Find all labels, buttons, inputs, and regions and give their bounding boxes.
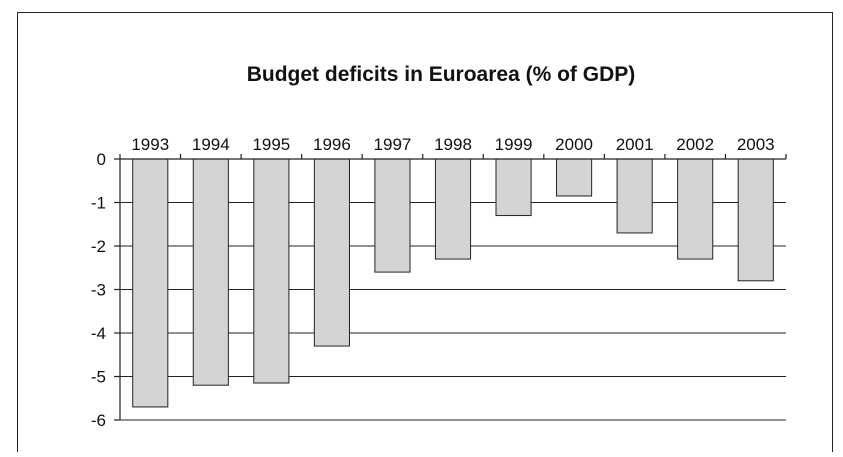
bar-1996 <box>313 158 350 347</box>
y-tick-label: -3 <box>91 281 106 300</box>
x-tick-label: 1993 <box>131 135 169 154</box>
y-tick-label: -1 <box>91 194 106 213</box>
y-tick-label: -4 <box>91 324 106 343</box>
bars <box>132 158 774 408</box>
axes <box>114 154 787 421</box>
bar-1998 <box>434 158 472 260</box>
x-tick-label: 1999 <box>495 135 533 154</box>
x-tick-label: 1997 <box>374 135 412 154</box>
x-tick-label: 1995 <box>252 135 290 154</box>
bar-2003 <box>737 158 774 282</box>
chart-title: Budget deficits in Euroarea (% of GDP) <box>247 63 636 86</box>
y-tick-label: -2 <box>91 237 106 256</box>
bar-2000 <box>556 158 593 197</box>
bar-1995 <box>253 158 290 384</box>
x-tick-label: 2000 <box>555 135 593 154</box>
x-tick-label: 2002 <box>676 135 714 154</box>
x-tick-label: 1996 <box>313 135 351 154</box>
y-tick-label: 0 <box>97 150 106 169</box>
y-tick-labels: 0 -1 -2 -3 -4 -5 -6 <box>91 150 106 430</box>
y-tick-label: -6 <box>91 411 106 430</box>
x-tick-label: 1998 <box>434 135 472 154</box>
bar-1993 <box>132 158 169 408</box>
x-tick-label: 2001 <box>616 135 654 154</box>
y-tick-label: -5 <box>91 368 106 387</box>
x-tick-label: 2003 <box>737 135 775 154</box>
bar-1994 <box>192 158 229 386</box>
bar-1997 <box>374 158 411 273</box>
x-tick-label: 1994 <box>192 135 230 154</box>
bar-2002 <box>677 158 714 260</box>
x-tick-labels: 1993 1994 1995 1996 1997 1998 1999 2000 2001 2002… <box>131 135 774 154</box>
bar-1999 <box>495 158 532 217</box>
bar-2001 <box>616 158 653 234</box>
